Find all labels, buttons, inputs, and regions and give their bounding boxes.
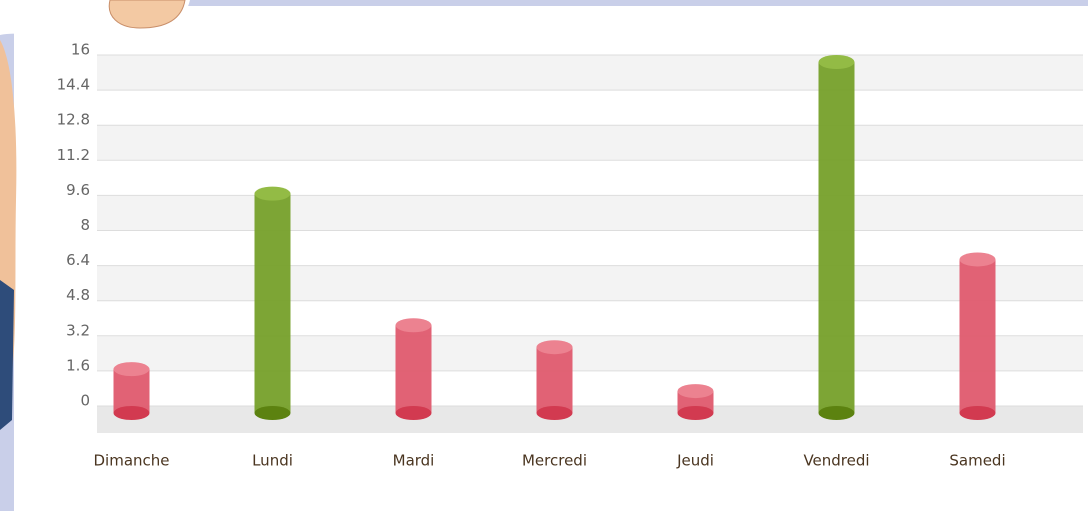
- bar-cap: [678, 384, 714, 398]
- y-tick-label: 6.4: [66, 251, 90, 269]
- x-tick-label: Dimanche: [93, 452, 169, 470]
- y-tick-label: 0: [80, 392, 90, 410]
- y-tick-label: 16: [71, 41, 90, 59]
- bar: [960, 259, 996, 413]
- y-tick-label: 14.4: [57, 76, 90, 94]
- bar-base: [678, 406, 714, 420]
- chart: 0 1.6 3.2 4.8 6.4 8 9.6 11.2 12.8 14.4 16 Dimanche L…: [0, 0, 1088, 511]
- bar-base: [537, 406, 573, 420]
- bar-base: [114, 406, 150, 420]
- grid-band: [97, 266, 1083, 301]
- bar-base: [255, 406, 291, 420]
- grid-band: [97, 55, 1083, 90]
- y-tick-label: 8: [80, 216, 90, 234]
- bar-cap: [255, 187, 291, 201]
- grid-band: [97, 125, 1083, 160]
- x-tick-label: Lundi: [252, 452, 293, 470]
- bar-base: [960, 406, 996, 420]
- bar-cap: [960, 252, 996, 266]
- bar-cap: [819, 55, 855, 69]
- y-tick-label: 3.2: [66, 321, 90, 339]
- grid-band: [97, 336, 1083, 371]
- floor: [97, 406, 1083, 433]
- bar: [255, 194, 291, 413]
- bar: [537, 347, 573, 413]
- page: {"chart_data": {"type": "bar", "categori…: [0, 0, 1088, 511]
- grid-band: [97, 195, 1083, 230]
- x-tick-label: Mardi: [393, 452, 435, 470]
- bar-cap: [114, 362, 150, 376]
- y-tick-label: 1.6: [66, 356, 90, 374]
- y-tick-label: 12.8: [57, 111, 90, 129]
- bar: [396, 325, 432, 413]
- y-tick-label: 4.8: [66, 286, 90, 304]
- bar-cap: [537, 340, 573, 354]
- bar: [819, 62, 855, 413]
- x-tick-label: Samedi: [949, 452, 1005, 470]
- x-tick-label: Vendredi: [803, 452, 869, 470]
- x-tick-label: Mercredi: [522, 452, 587, 470]
- bar-cap: [396, 318, 432, 332]
- y-tick-label: 9.6: [66, 181, 90, 199]
- bar-base: [819, 406, 855, 420]
- y-tick-label: 11.2: [57, 146, 90, 164]
- x-tick-label: Jeudi: [676, 452, 714, 470]
- bar-base: [396, 406, 432, 420]
